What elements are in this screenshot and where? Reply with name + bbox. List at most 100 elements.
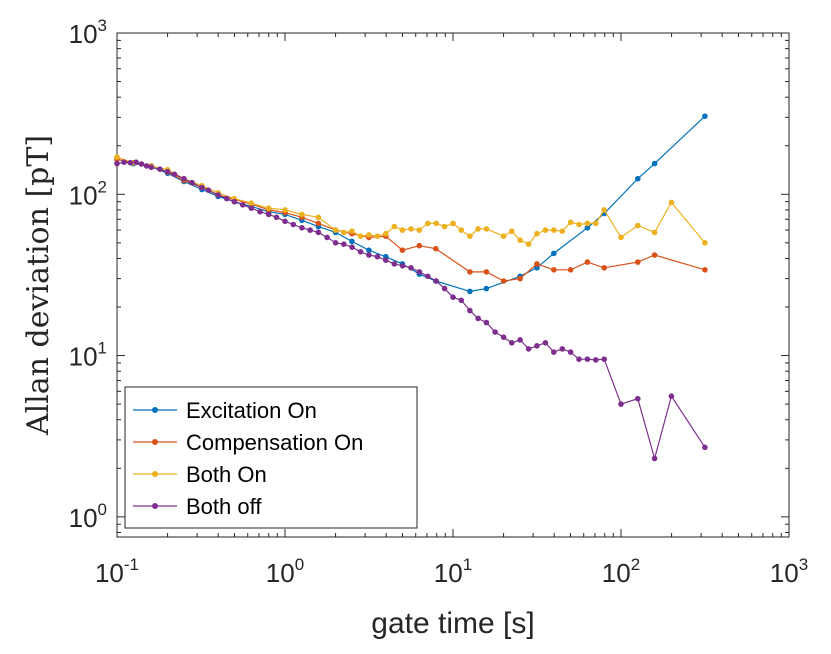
data-point <box>517 275 523 282</box>
data-point <box>366 252 372 258</box>
data-point <box>551 227 557 233</box>
y-tick-label-exponent: 1 <box>98 339 107 358</box>
data-point <box>273 214 280 221</box>
data-point <box>341 241 347 247</box>
data-point <box>408 265 414 271</box>
data-point <box>458 297 465 304</box>
data-point <box>290 221 297 228</box>
legend: Excitation On Compensation On Both On Both … <box>124 386 418 529</box>
data-point <box>114 160 120 167</box>
data-point <box>299 211 305 218</box>
data-point <box>534 261 540 267</box>
data-point <box>601 356 607 363</box>
data-point <box>315 214 322 221</box>
data-point <box>239 202 246 208</box>
data-point <box>133 159 139 165</box>
data-point <box>500 233 507 239</box>
y-tick-label-base: 10 <box>69 503 98 533</box>
data-point <box>416 242 423 249</box>
data-point <box>668 199 675 206</box>
y-tick-label-base: 10 <box>69 180 98 210</box>
data-point <box>366 247 372 253</box>
data-point <box>534 265 540 271</box>
legend-label: Both On <box>186 462 267 487</box>
data-point <box>618 234 624 241</box>
data-point <box>383 257 389 264</box>
data-point <box>307 227 313 233</box>
y-axis-label: Allan deviation [pT] <box>21 135 56 436</box>
data-point <box>215 192 221 198</box>
data-point <box>475 226 481 232</box>
axis-ticks <box>116 32 790 537</box>
data-point <box>366 232 372 238</box>
data-point <box>500 278 507 284</box>
data-point <box>635 175 641 182</box>
data-point <box>534 343 540 349</box>
data-point <box>441 285 448 292</box>
data-point <box>408 226 414 232</box>
legend-marker <box>152 407 158 413</box>
data-point <box>441 223 448 230</box>
data-point <box>231 198 238 205</box>
data-point <box>374 233 381 239</box>
data-point <box>248 205 255 211</box>
legend-marker <box>152 471 158 477</box>
data-point <box>483 226 490 232</box>
x-tick-label-base: 10 <box>434 558 463 588</box>
x-tick-label-base: 10 <box>95 558 124 588</box>
data-point <box>265 205 272 211</box>
data-point <box>651 252 658 258</box>
y-tick-label: 100 <box>69 500 107 533</box>
x-tick-label-exponent: 1 <box>463 555 472 574</box>
data-point <box>567 219 574 226</box>
data-point <box>492 329 498 335</box>
data-point <box>223 195 230 202</box>
data-point <box>651 455 658 462</box>
data-point <box>467 288 473 295</box>
data-point <box>157 166 163 172</box>
y-tick-label-base: 10 <box>69 19 98 49</box>
data-point <box>702 267 708 273</box>
data-point <box>475 315 481 322</box>
data-point <box>205 187 212 193</box>
data-point <box>248 200 255 206</box>
x-tick-label: 101 <box>434 555 472 588</box>
data-point <box>143 163 150 169</box>
data-point <box>383 230 389 237</box>
x-tick-label: 10-1 <box>95 555 139 588</box>
data-point <box>450 220 456 227</box>
data-point <box>651 229 658 236</box>
data-point <box>601 207 607 213</box>
data-point <box>425 273 431 280</box>
x-tick-label: 103 <box>770 555 808 588</box>
series-line <box>116 115 706 293</box>
data-point <box>332 240 339 246</box>
data-point <box>399 247 406 253</box>
data-point <box>601 265 607 271</box>
data-point <box>425 220 431 227</box>
data-point <box>576 221 582 228</box>
data-point <box>593 357 599 363</box>
data-point <box>584 356 591 363</box>
data-point <box>138 161 145 167</box>
data-point <box>559 228 566 234</box>
data-point <box>542 340 549 346</box>
x-axis-label: gate time [s] <box>371 607 534 640</box>
data-point <box>551 267 557 273</box>
x-tick-label-base: 10 <box>266 558 295 588</box>
data-point <box>391 223 398 230</box>
y-tick-label-base: 10 <box>69 342 98 372</box>
data-point <box>593 220 599 227</box>
data-point <box>349 238 355 245</box>
data-point <box>399 227 406 233</box>
data-point <box>702 240 708 246</box>
x-tick-label-exponent: 0 <box>295 555 304 574</box>
x-tick-label-base: 10 <box>602 558 631 588</box>
data-point <box>635 222 641 229</box>
data-point <box>315 229 322 236</box>
y-tick-label: 101 <box>69 339 107 372</box>
data-point <box>341 229 347 236</box>
y-tick-label: 103 <box>69 16 107 49</box>
data-point <box>525 241 532 247</box>
data-point <box>483 285 490 292</box>
